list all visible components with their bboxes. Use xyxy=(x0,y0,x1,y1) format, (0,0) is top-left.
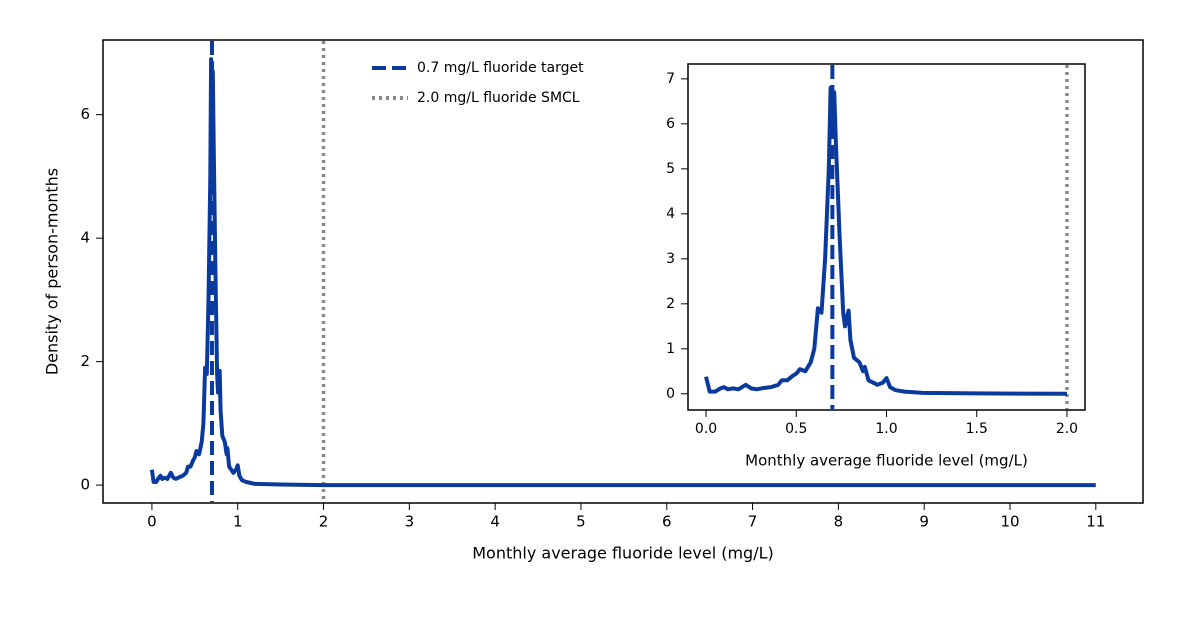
y-tick-label: 4 xyxy=(666,206,675,222)
legend-label: 2.0 mg/L fluoride SMCL xyxy=(417,90,580,106)
y-tick-label: 4 xyxy=(80,229,90,247)
x-tick-label: 7 xyxy=(748,513,758,531)
x-tick-label: 4 xyxy=(490,513,500,531)
x-tick-label: 5 xyxy=(576,513,586,531)
plot-frame xyxy=(687,63,1086,411)
density-line xyxy=(704,85,1068,396)
x-tick-label: 2.0 xyxy=(1056,421,1078,437)
y-tick-label: 7 xyxy=(666,71,675,87)
x-tick-label: 3 xyxy=(405,513,415,531)
x-tick-label: 1.0 xyxy=(875,421,897,437)
x-tick-label: 8 xyxy=(834,513,844,531)
y-tick-label: 5 xyxy=(666,161,675,177)
x-tick-label: 6 xyxy=(662,513,672,531)
y-tick-label: 3 xyxy=(666,251,675,267)
x-tick-label: 0 xyxy=(147,513,157,531)
x-tick-label: 0.5 xyxy=(785,421,807,437)
x-axis-label: Monthly average fluoride level (mg/L) xyxy=(472,544,774,563)
y-tick-label: 2 xyxy=(80,352,90,370)
x-tick-label: 2 xyxy=(319,513,329,531)
x-tick-label: 1.5 xyxy=(966,421,988,437)
y-tick-label: 6 xyxy=(80,105,90,123)
legend-label: 0.7 mg/L fluoride target xyxy=(417,60,584,76)
y-tick-label: 1 xyxy=(666,341,675,357)
y-tick-label: 0 xyxy=(80,476,90,494)
y-tick-label: 6 xyxy=(666,116,675,132)
x-tick-label: 1 xyxy=(233,513,243,531)
y-tick-label: 2 xyxy=(666,296,675,312)
x-tick-label: 0.0 xyxy=(695,421,717,437)
x-tick-label: 10 xyxy=(1000,513,1019,531)
y-tick-label: 0 xyxy=(666,386,675,402)
x-tick-label: 9 xyxy=(919,513,929,531)
x-tick-label: 11 xyxy=(1086,513,1105,531)
x-axis-label: Monthly average fluoride level (mg/L) xyxy=(745,452,1028,470)
density-line xyxy=(149,57,1096,488)
y-axis-label: Density of person-months xyxy=(43,168,62,375)
